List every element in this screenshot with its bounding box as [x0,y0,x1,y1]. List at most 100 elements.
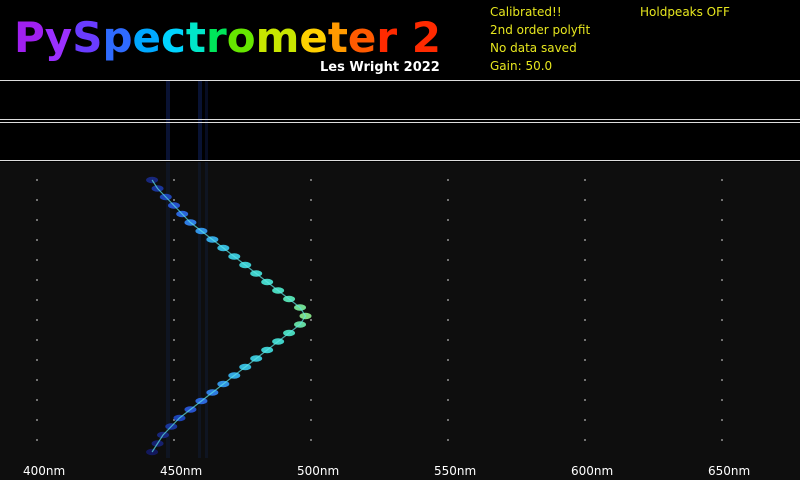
grid-dot [36,339,38,341]
grid-dot [447,419,449,421]
grid-dot [310,399,312,401]
grid-dot [310,379,312,381]
grid-dot [721,259,723,261]
polyfit-status: 2nd order polyfit [490,23,591,37]
grid-dot [310,179,312,181]
grid-dot [447,299,449,301]
spectrum-graph: 400nm 450nm 500nm 550nm 600nm 650nm [0,162,800,480]
grid-dot [447,279,449,281]
author-credit: Les Wright 2022 [320,60,440,75]
grid-dot [447,439,449,441]
grid-dot [36,219,38,221]
divider-top [0,80,800,81]
grid-dot [36,279,38,281]
grid-dot [36,199,38,201]
grid-dot [310,359,312,361]
title-letter [397,8,412,68]
grid-dot [310,439,312,441]
x-tick-label: 400nm [23,464,66,478]
grid-dot [584,359,586,361]
grid-dot [447,199,449,201]
grid-dot [584,339,586,341]
title-letter: m [255,13,300,62]
title-letter: e [132,13,162,62]
grid-dot [721,379,723,381]
title-letter: p [102,13,133,62]
title-letter: t [185,13,206,62]
grid-dot [721,239,723,241]
grid-dot [721,299,723,301]
grid-dot [721,279,723,281]
spectrum-plot [36,162,723,458]
spectrum-trace [151,179,307,453]
grid-dot [173,239,175,241]
app-title: PySpectrometer 2 [14,8,441,68]
x-tick-label: 550nm [434,464,477,478]
grid-dot [310,319,312,321]
grid-dot [584,219,586,221]
background-band [198,162,201,458]
grid-dot [721,199,723,201]
grid-dot [36,379,38,381]
title-letter: y [44,13,73,62]
grid-dot [310,259,312,261]
grid-dot [36,439,38,441]
grid-dot [584,279,586,281]
grid-dot [173,299,175,301]
holdpeaks-status: Holdpeaks OFF [640,5,730,19]
divider-mid-2 [0,122,800,123]
grid-dot [447,219,449,221]
grid-dot [584,399,586,401]
grid-dot [447,179,449,181]
grid-dot [584,259,586,261]
grid-dot [447,239,449,241]
grid-dot [173,179,175,181]
camera-preview [0,81,800,161]
divider-bottom [0,160,800,161]
title-letter: S [72,13,103,62]
grid-dot [584,179,586,181]
grid-dot [310,419,312,421]
title-letter: c [161,13,186,62]
x-tick-label: 650nm [708,464,751,478]
grid-dot [173,359,175,361]
grid-dot [173,439,175,441]
grid-dot [721,439,723,441]
grid-dot [584,379,586,381]
grid-dot [173,379,175,381]
grid-dot [36,239,38,241]
grid-dot [173,259,175,261]
grid-dot [447,399,449,401]
title-letter: r [376,13,398,62]
title-letter: e [299,13,328,62]
x-tick-label: 600nm [571,464,614,478]
grid-dot [310,219,312,221]
grid-dot [721,219,723,221]
background-band [205,162,208,458]
title-letter: r [206,13,227,62]
grid-dot [447,359,449,361]
grid-dot [721,359,723,361]
grid-dot [173,199,175,201]
grid-dot [721,319,723,321]
x-tick-label: 450nm [160,464,203,478]
grid-dot [584,199,586,201]
grid-dot [721,419,723,421]
grid-dot [721,339,723,341]
calibration-status: Calibrated!! [490,5,562,19]
grid-dot [36,419,38,421]
divider-mid-1 [0,119,800,120]
grid-dot [36,359,38,361]
grid-dot [721,179,723,181]
gain-readout: Gain: 50.0 [490,59,553,73]
grid-dot [173,279,175,281]
title-letter: t [327,13,348,62]
grid-dot [36,179,38,181]
grid-dot [173,339,175,341]
grid-dot [447,339,449,341]
grid-dot [173,399,175,401]
grid-dot [310,279,312,281]
grid-dot [447,259,449,261]
preview-bands [166,81,208,161]
title-letter: P [14,13,45,62]
